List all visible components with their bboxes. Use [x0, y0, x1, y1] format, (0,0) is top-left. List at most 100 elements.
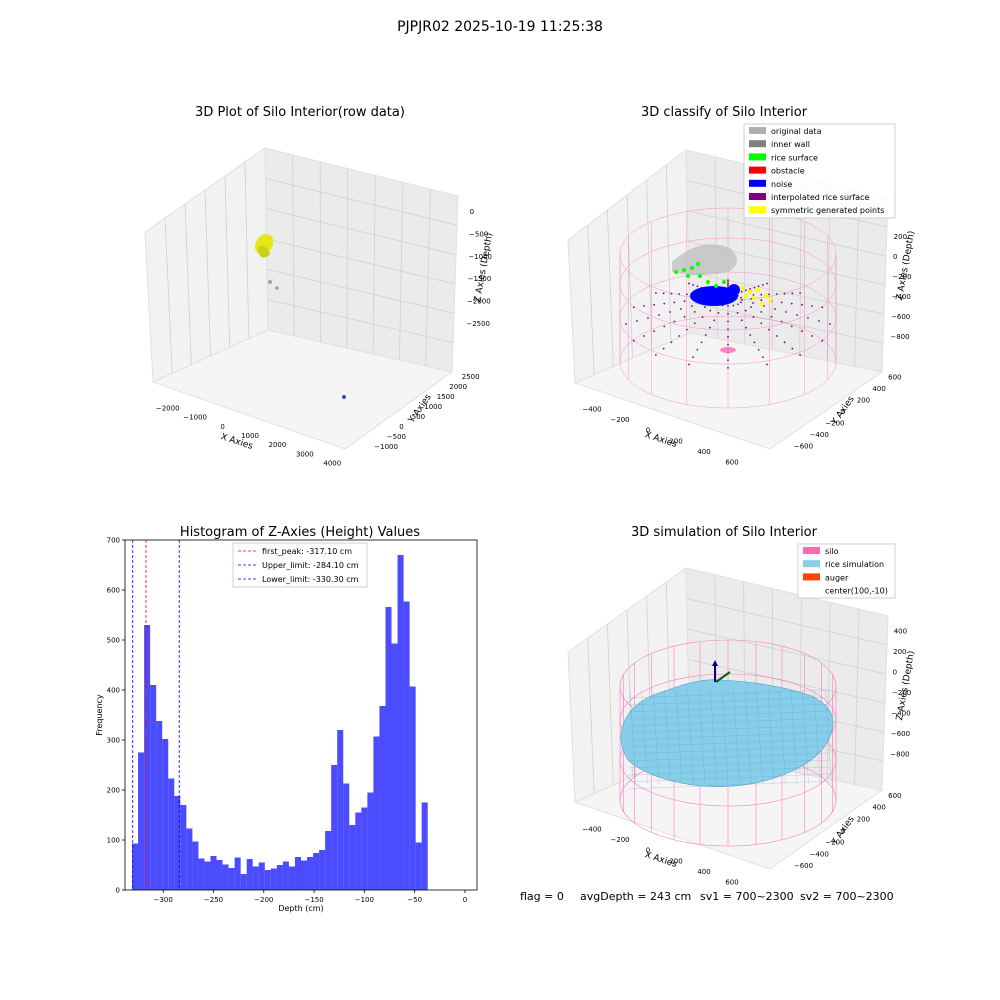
panel1-y-tick-5: 1500	[437, 393, 455, 401]
interp-point	[829, 323, 831, 325]
grid-line	[265, 208, 457, 256]
symmetric-point	[767, 297, 773, 303]
interp-point	[643, 305, 645, 307]
histogram-bar	[391, 643, 398, 890]
mesh-line	[825, 689, 832, 785]
panel2-z-ticks: 200 0 −200 −400 −600 −800	[890, 233, 911, 341]
histogram-bar	[361, 807, 368, 890]
footer-sv1: sv1 = 700~2300	[700, 890, 794, 903]
panel2-title: 3D classify of Silo Interior	[641, 105, 808, 120]
histogram-bar	[337, 730, 344, 890]
panel4-rice-surface	[620, 679, 834, 790]
panel1-z-tick-2: −1000	[468, 253, 492, 261]
interp-point	[632, 339, 635, 342]
legend-swatch	[803, 547, 820, 554]
histogram-bar	[270, 868, 277, 890]
interp-point	[760, 311, 763, 313]
panel2-z-tick-0: 200	[894, 233, 907, 241]
mesh-line	[627, 745, 831, 755]
histogram-bar	[222, 864, 229, 890]
histogram-bar	[228, 868, 235, 890]
interp-point	[768, 293, 770, 296]
mesh-line	[744, 689, 752, 785]
histogram-y-tick-label: 700	[107, 537, 120, 545]
panel4-y-tick-3: 0	[841, 827, 845, 835]
panel4-y-tick-6: 600	[888, 792, 901, 800]
histogram-bar	[150, 685, 157, 890]
panel1-x-tick-1: −1000	[183, 414, 207, 422]
legend-label: silo	[825, 547, 839, 556]
symmetric-point	[755, 287, 761, 293]
grid-line	[587, 224, 595, 375]
interp-point	[692, 283, 695, 286]
panel1-x-tick-4: 2000	[269, 441, 287, 449]
histogram-x-tick-label: −100	[355, 896, 374, 904]
interp-point	[727, 328, 729, 331]
panel1-y-tick-7: 2500	[462, 373, 480, 381]
legend-label: first_peak: -317.10 cm	[262, 547, 352, 556]
interp-point	[713, 319, 716, 322]
interp-point	[799, 292, 802, 294]
interp-point	[727, 305, 729, 307]
histogram-bar	[385, 607, 392, 890]
grid-line	[164, 217, 173, 374]
interp-point	[807, 317, 809, 319]
mesh-line	[733, 689, 740, 785]
panel4-x-tick-1: −200	[610, 836, 629, 844]
panel-classify-3d: 3D classify of Silo Interior	[567, 105, 917, 467]
symmetric-point	[751, 295, 757, 301]
interp-point	[704, 306, 706, 309]
histogram-bar	[343, 783, 350, 890]
interp-point	[727, 279, 729, 282]
panel4-z-tick-5: −600	[891, 730, 910, 738]
panel2-y-tick-3: 0	[841, 408, 845, 416]
interp-point	[636, 320, 638, 322]
histogram-bar	[240, 874, 247, 890]
interp-point	[740, 296, 742, 299]
legend-label: noise	[771, 180, 792, 189]
panel1-y-ticks: −1000 −500 0 500 1000 1500 2000 2500	[374, 373, 479, 451]
panel4-x-tick-5: 600	[725, 879, 738, 887]
interp-point	[750, 297, 752, 300]
histogram-bar	[204, 861, 211, 890]
histogram-bar	[373, 736, 380, 890]
histogram-bar	[234, 857, 241, 890]
interp-point	[709, 326, 711, 329]
mesh-line	[721, 689, 729, 785]
legend-label: rice surface	[771, 153, 818, 162]
interp-point	[780, 301, 783, 304]
panel4-auger	[712, 660, 731, 683]
panel1-zlabel: Z Axies (Depth)	[473, 232, 495, 303]
histogram-y-tick-label: 400	[107, 687, 120, 695]
histogram-bar	[415, 842, 422, 890]
panel2-z-tick-5: −800	[890, 333, 909, 341]
figure-title: PJPJR02 2025-10-19 11:25:38	[397, 19, 603, 35]
histogram-bar	[282, 861, 289, 890]
legend-swatch	[749, 179, 766, 187]
mesh-line	[767, 689, 775, 785]
panel1-title: 3D Plot of Silo Interior(row data)	[195, 105, 405, 120]
panel4-xlabel: X Axies	[643, 850, 678, 870]
mesh-line	[813, 689, 821, 785]
grid-line	[646, 179, 653, 350]
panel1-z-tick-3: −1500	[468, 275, 492, 283]
panel2-x-tick-2: 0	[646, 427, 650, 435]
histogram-bar	[276, 865, 283, 890]
interp-point	[752, 316, 755, 318]
interp-point	[678, 293, 681, 295]
histogram-bar	[144, 625, 151, 890]
mesh-line	[710, 689, 717, 785]
interp-point	[686, 328, 688, 331]
interp-point	[791, 292, 794, 295]
panel1-y-tick-1: −500	[387, 433, 406, 441]
grid-line	[265, 177, 458, 226]
panel1-x-ticks: −2000−1000 0 1000 2000 3000 4000	[156, 405, 341, 468]
rice-surface-point	[714, 284, 718, 288]
interp-point	[700, 341, 703, 344]
interp-point	[717, 312, 720, 314]
interp-point	[662, 347, 665, 350]
interp-point	[727, 366, 729, 369]
interp-point	[643, 335, 645, 337]
histogram-bar	[421, 802, 428, 890]
mesh-line	[627, 696, 831, 706]
